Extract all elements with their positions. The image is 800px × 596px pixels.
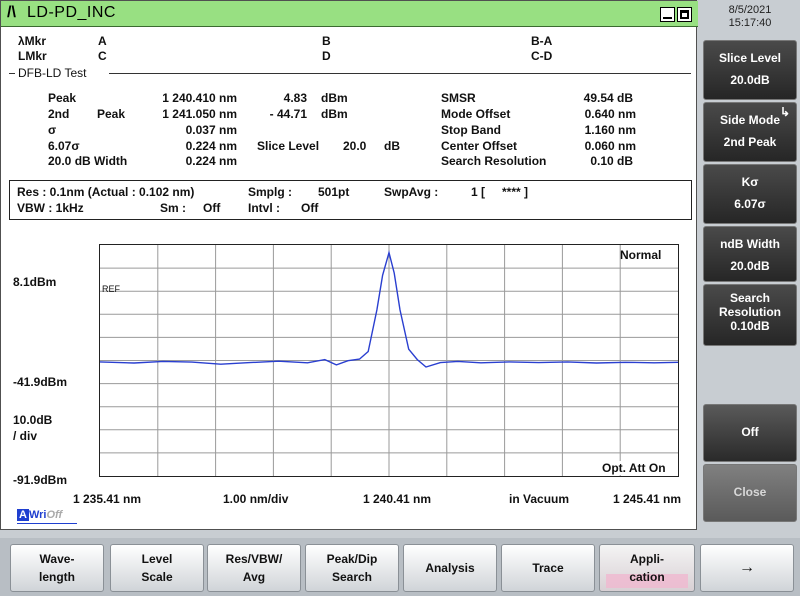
marker-b: B	[322, 34, 331, 48]
resolution-text: Res : 0.1nm (Actual : 0.102 nm)	[17, 185, 195, 199]
divider	[9, 73, 15, 74]
peak-wavelength: 1 240.410 nm	[162, 91, 237, 105]
off-key[interactable]: Off	[703, 404, 797, 462]
center-offset-label: Center Offset	[441, 139, 518, 153]
mode-offset-label: Mode Offset	[441, 107, 511, 121]
sigma-value: 0.037 nm	[185, 123, 237, 137]
x-center-label: 1 240.41 nm	[363, 492, 432, 506]
center-offset-value: 0.060 nm	[584, 139, 636, 153]
spectrum-trace	[100, 249, 678, 368]
level-marker-label: LMkr	[18, 49, 47, 63]
section-title: DFB-LD Test	[18, 66, 87, 80]
interval-label: Intvl :	[248, 201, 280, 215]
peak-power-unit: dBm	[321, 91, 348, 105]
ref-label: REF	[102, 284, 120, 294]
k-sigma-key[interactable]: Kσ 6.07σ	[703, 164, 797, 224]
y-bottom-label: -91.9dBm	[13, 473, 68, 487]
width-value: 0.224 nm	[185, 154, 237, 168]
time-text: 15:17:40	[728, 17, 772, 29]
width-label: 20.0 dB Width	[48, 154, 128, 168]
ndb-width-key[interactable]: ndB Width 20.0dB	[703, 226, 797, 282]
interval-value: Off	[301, 201, 319, 215]
opt-att-label: Opt. Att On	[600, 461, 668, 475]
datetime: 8/5/2021 15:17:40	[700, 4, 800, 30]
stop-band-label: Stop Band	[441, 123, 501, 137]
sampling-label: Smplg :	[248, 185, 292, 199]
smsr-value: 49.54 dB	[583, 91, 633, 105]
slice-level-value: 20.0	[343, 139, 367, 153]
slice-level-unit: dB	[384, 139, 400, 153]
x-stop-label: 1 245.41 nm	[613, 492, 682, 506]
minimize-icon[interactable]	[660, 7, 675, 22]
peak-dip-search-key[interactable]: Peak/Dip Search	[305, 544, 399, 592]
measurement-conditions: Res : 0.1nm (Actual : 0.102 nm) Smplg : …	[9, 180, 692, 220]
second-label: 2nd	[48, 107, 70, 121]
wavelength-key[interactable]: Wave-length	[10, 544, 104, 592]
stop-band-value: 1.160 nm	[584, 123, 636, 137]
marker-c: C	[98, 49, 107, 63]
y-scale-div-label: / div	[13, 429, 38, 443]
divider	[109, 73, 691, 74]
search-resolution-value: 0.10 dB	[590, 154, 633, 168]
smoothing-label: Sm :	[160, 201, 187, 215]
second-power-unit: dBm	[321, 107, 348, 121]
side-mode-key[interactable]: ↳ Side Mode 2nd Peak	[703, 102, 797, 162]
peak-label: Peak	[48, 91, 77, 105]
second-wavelength: 1 241.050 nm	[162, 107, 237, 121]
trace-a-badge: A	[17, 509, 29, 521]
y-mid-label: -41.9dBm	[13, 375, 68, 389]
slice-level-key[interactable]: Slice Level 20.0dB	[703, 40, 797, 100]
maximize-icon[interactable]	[677, 7, 692, 22]
sweep-avg-stars: **** ]	[502, 185, 529, 199]
spectrum-plot[interactable]: Normal REF Opt. Att On	[99, 244, 679, 477]
app-logo-icon: /\	[7, 4, 16, 21]
x-start-label: 1 235.41 nm	[73, 492, 142, 506]
vbw-text: VBW : 1kHz	[17, 201, 84, 215]
trace-off-label: Off	[46, 509, 63, 521]
trace-status: A WriOff	[17, 509, 77, 524]
search-resolution-label: Search Resolution	[441, 154, 547, 168]
x-medium-label: in Vacuum	[509, 492, 570, 506]
ksigma-label: 6.07σ	[48, 139, 80, 153]
level-scale-key[interactable]: Level Scale	[110, 544, 204, 592]
mode-offset-value: 0.640 nm	[584, 107, 636, 121]
arrow-right-icon: →	[739, 559, 755, 576]
close-key[interactable]: Close	[703, 464, 797, 522]
peak-power: 4.83	[283, 91, 307, 105]
search-resolution-key[interactable]: Search Resolution 0.10dB	[703, 284, 797, 346]
ksigma-value: 0.224 nm	[185, 139, 237, 153]
marker-b-a: B-A	[531, 34, 553, 48]
main-window: /\ LD-PD_INC λMkr LMkr A C B D B-A C-D D…	[0, 0, 698, 530]
trace-mode-label: Normal	[620, 248, 662, 262]
slice-level-label: Slice Level	[257, 139, 320, 153]
application-key[interactable]: Appli-cation	[599, 544, 695, 592]
sigma-label: σ	[48, 123, 57, 137]
smsr-label: SMSR	[441, 91, 476, 105]
lambda-marker-label: λMkr	[18, 34, 47, 48]
title-bar: /\ LD-PD_INC	[1, 1, 698, 27]
marker-a: A	[98, 34, 107, 48]
analysis-key[interactable]: Analysis	[403, 544, 497, 592]
x-div-label: 1.00 nm/div	[223, 492, 289, 506]
sampling-value: 501pt	[318, 185, 350, 199]
spectrum-chart	[100, 245, 678, 476]
smoothing-value: Off	[203, 201, 221, 215]
trace-key[interactable]: Trace	[501, 544, 595, 592]
next-page-key[interactable]: →	[700, 544, 794, 592]
second-peak-label: Peak	[97, 107, 126, 121]
sweep-avg-value: 1 [	[471, 185, 486, 199]
y-top-label: 8.1dBm	[13, 275, 57, 289]
res-vbw-avg-key[interactable]: Res/VBW/Avg	[207, 544, 301, 592]
marker-c-d: C-D	[531, 49, 553, 63]
sweep-avg-label: SwpAvg :	[384, 185, 439, 199]
y-scale-label: 10.0dB	[13, 413, 53, 427]
submenu-arrow-icon: ↳	[779, 105, 790, 119]
trace-write-label: Wri	[28, 509, 47, 521]
marker-d: D	[322, 49, 331, 63]
window-title: LD-PD_INC	[27, 4, 116, 21]
second-power: - 44.71	[269, 107, 307, 121]
date-text: 8/5/2021	[728, 4, 772, 16]
